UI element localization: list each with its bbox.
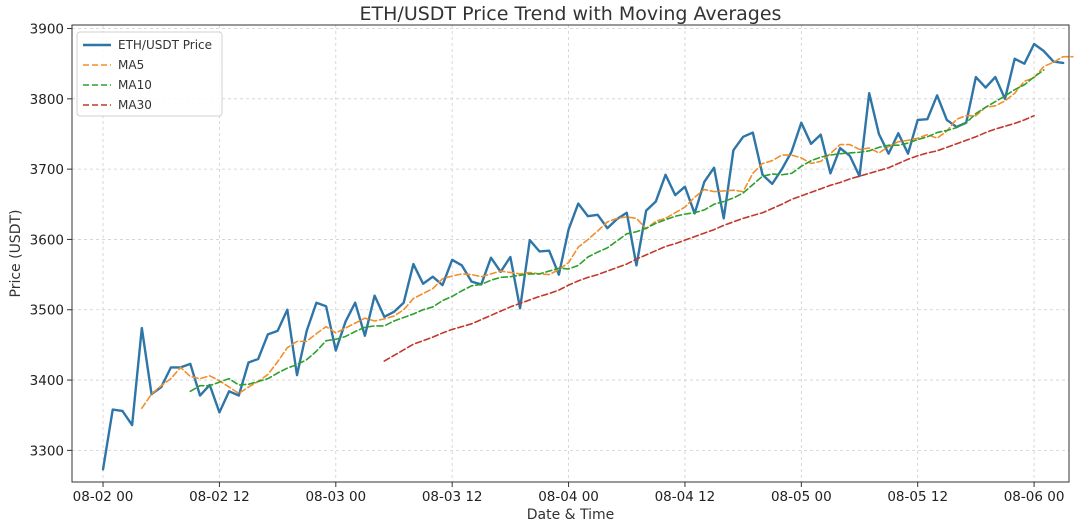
y-tick-label: 3900 <box>30 22 64 38</box>
x-axis-label: Date & Time <box>527 507 615 523</box>
legend-box <box>76 31 223 117</box>
series-line-ma30 <box>383 114 1035 362</box>
x-tick-label: 08-03 12 <box>422 489 483 505</box>
x-tick-label: 08-04 00 <box>538 489 599 505</box>
grid-lines <box>72 25 1069 482</box>
y-tick-label: 3300 <box>30 443 64 459</box>
x-tick-label: 08-04 12 <box>655 489 716 505</box>
x-tick-label: 08-05 00 <box>771 489 832 505</box>
y-tick-label: 3600 <box>30 232 64 248</box>
series-line-eth-usdt-price <box>101 42 1065 471</box>
x-tick-label: 08-06 00 <box>1004 489 1065 505</box>
x-tick-label: 08-02 00 <box>73 489 134 505</box>
series-lines <box>101 42 1074 471</box>
legend-label: ETH/USDT Price <box>118 38 212 52</box>
y-tick-label: 3400 <box>30 373 64 389</box>
y-tick-label: 3500 <box>30 303 64 319</box>
series-line-ma10 <box>189 69 1045 393</box>
y-axis-label: Price (USDT) <box>8 210 24 298</box>
legend: ETH/USDT Price MA5 MA10 MA30 <box>76 31 223 117</box>
y-tick-label: 3700 <box>30 162 64 178</box>
legend-label: MA10 <box>118 78 152 92</box>
plot-frame <box>71 24 1070 483</box>
x-tick-label: 08-05 12 <box>887 489 948 505</box>
y-tick-label: 3800 <box>30 92 64 108</box>
legend-label: MA5 <box>118 58 144 72</box>
series-line-ma5 <box>141 55 1074 409</box>
x-axis-ticks: 08-02 00 08-02 12 08-03 00 08-03 12 08-04 00… <box>73 482 1065 505</box>
chart-title: ETH/USDT Price Trend with Moving Average… <box>360 3 782 25</box>
y-axis-ticks: 3300 3400 3500 3600 3700 3800 3900 <box>30 22 72 459</box>
x-tick-label: 08-02 12 <box>189 489 250 505</box>
x-tick-label: 08-03 00 <box>305 489 366 505</box>
legend-label: MA30 <box>118 98 152 112</box>
